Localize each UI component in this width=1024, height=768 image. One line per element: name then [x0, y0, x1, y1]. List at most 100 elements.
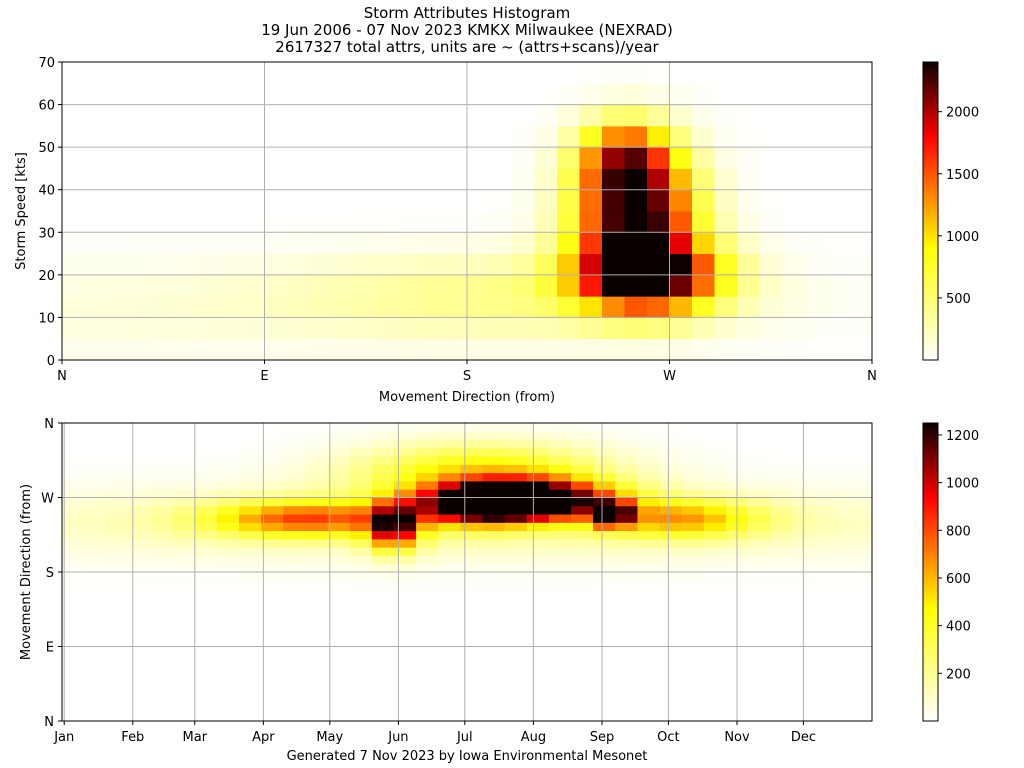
heatmap-cell: [548, 480, 572, 490]
heatmap-cell: [737, 168, 760, 191]
heatmap-cell: [624, 317, 648, 340]
heatmap-cell: [681, 596, 705, 606]
heatmap-cell: [602, 83, 625, 106]
heatmap-cell: [460, 712, 483, 722]
heatmap-cell: [836, 638, 860, 647]
heatmap-cell: [647, 253, 670, 276]
x-tick-label: Dec: [791, 730, 816, 745]
heatmap-cell: [482, 464, 506, 474]
heatmap-cell: [349, 439, 373, 449]
heatmap-cell: [194, 423, 218, 432]
heatmap-cell: [836, 563, 860, 573]
heatmap-cell: [571, 712, 594, 722]
heatmap-cell: [332, 232, 355, 255]
heatmap-cell: [748, 522, 771, 532]
heatmap-cell: [283, 679, 306, 689]
heatmap-cell: [748, 572, 771, 581]
heatmap-cell: [416, 431, 439, 441]
heatmap-cell: [150, 663, 174, 672]
y-tick-label: 40: [38, 184, 55, 199]
heatmap-cell: [264, 147, 288, 169]
heatmap-cell: [129, 189, 153, 212]
heatmap-cell: [216, 671, 240, 681]
heatmap-cell: [174, 83, 198, 106]
heatmap-cell: [172, 547, 196, 556]
heatmap-cell: [467, 168, 490, 191]
heatmap-cell: [849, 168, 873, 191]
heatmap-cell: [239, 489, 262, 498]
heatmap-cell: [393, 431, 417, 441]
heatmap-cell: [534, 232, 558, 255]
heatmap-cell: [106, 588, 129, 598]
heatmap-cell: [150, 605, 174, 614]
heatmap-cell: [548, 447, 572, 457]
heatmap-cell: [283, 638, 306, 647]
heatmap-cell: [548, 687, 572, 697]
y-tick-label: 70: [38, 56, 55, 71]
heatmap-cell: [84, 447, 107, 457]
heatmap-cell: [489, 253, 513, 276]
heatmap-cell: [107, 62, 130, 84]
heatmap-cell: [128, 679, 152, 689]
heatmap-cell: [548, 704, 572, 714]
heatmap-cell: [444, 317, 468, 340]
heatmap-cell: [332, 274, 355, 297]
heatmap-cell: [150, 696, 174, 705]
heatmap-cell: [399, 296, 423, 318]
heatmap-cell: [107, 104, 130, 127]
heatmap-cell: [371, 613, 395, 623]
heatmap-cell: [714, 168, 738, 191]
heatmap-cell: [692, 232, 715, 255]
heatmap-cell: [759, 338, 783, 361]
heatmap-cell: [106, 563, 129, 573]
heatmap-cell: [287, 168, 310, 191]
heatmap-cell: [216, 447, 240, 457]
heatmap-cell: [106, 613, 129, 623]
heatmap-cell: [548, 530, 572, 540]
heatmap-cell: [593, 687, 616, 697]
heatmap-cell: [526, 629, 550, 639]
heatmap-cell: [150, 679, 174, 689]
heatmap-cell: [593, 464, 616, 474]
heatmap-cell: [62, 464, 85, 474]
heatmap-cell: [637, 538, 661, 548]
heatmap-cell: [261, 679, 284, 689]
heatmap-cell: [438, 671, 461, 681]
heatmap-cell: [602, 147, 625, 169]
heatmap-cell: [62, 104, 85, 127]
heatmap-cell: [128, 613, 152, 623]
heatmap-cell: [534, 62, 558, 84]
heatmap-cell: [239, 629, 262, 639]
heatmap-cell: [557, 296, 580, 318]
heatmap-cell: [84, 572, 107, 581]
heatmap-cell: [106, 439, 129, 449]
heatmap-cell: [150, 621, 174, 631]
heatmap-cell: [239, 605, 262, 614]
heatmap-cell: [593, 588, 616, 598]
heatmap-cell: [836, 663, 860, 672]
heatmap-cell: [526, 663, 550, 672]
heatmap-cell: [349, 588, 373, 598]
heatmap-cell: [827, 338, 850, 361]
heatmap-cell: [152, 83, 175, 106]
heatmap-cell: [504, 629, 528, 639]
heatmap-cell: [287, 296, 310, 318]
heatmap-cell: [264, 317, 288, 340]
heatmap-cell: [62, 423, 85, 432]
heatmap-cell: [548, 522, 572, 532]
heatmap-cell: [579, 147, 603, 169]
heatmap-cell: [416, 489, 439, 498]
heatmap-cell: [460, 464, 483, 474]
heatmap-cell: [283, 704, 306, 714]
heatmap-cell: [504, 472, 528, 482]
heatmap-cell: [836, 555, 860, 565]
heatmap-cell: [681, 555, 705, 565]
heatmap-cell: [836, 489, 860, 498]
heatmap-cell: [219, 189, 243, 212]
heatmap-cell: [287, 253, 310, 276]
heatmap-cell: [377, 338, 400, 361]
heatmap-cell: [309, 274, 333, 297]
heatmap-cell: [438, 464, 461, 474]
heatmap-cell: [748, 547, 771, 556]
heatmap-cell: [593, 572, 616, 581]
